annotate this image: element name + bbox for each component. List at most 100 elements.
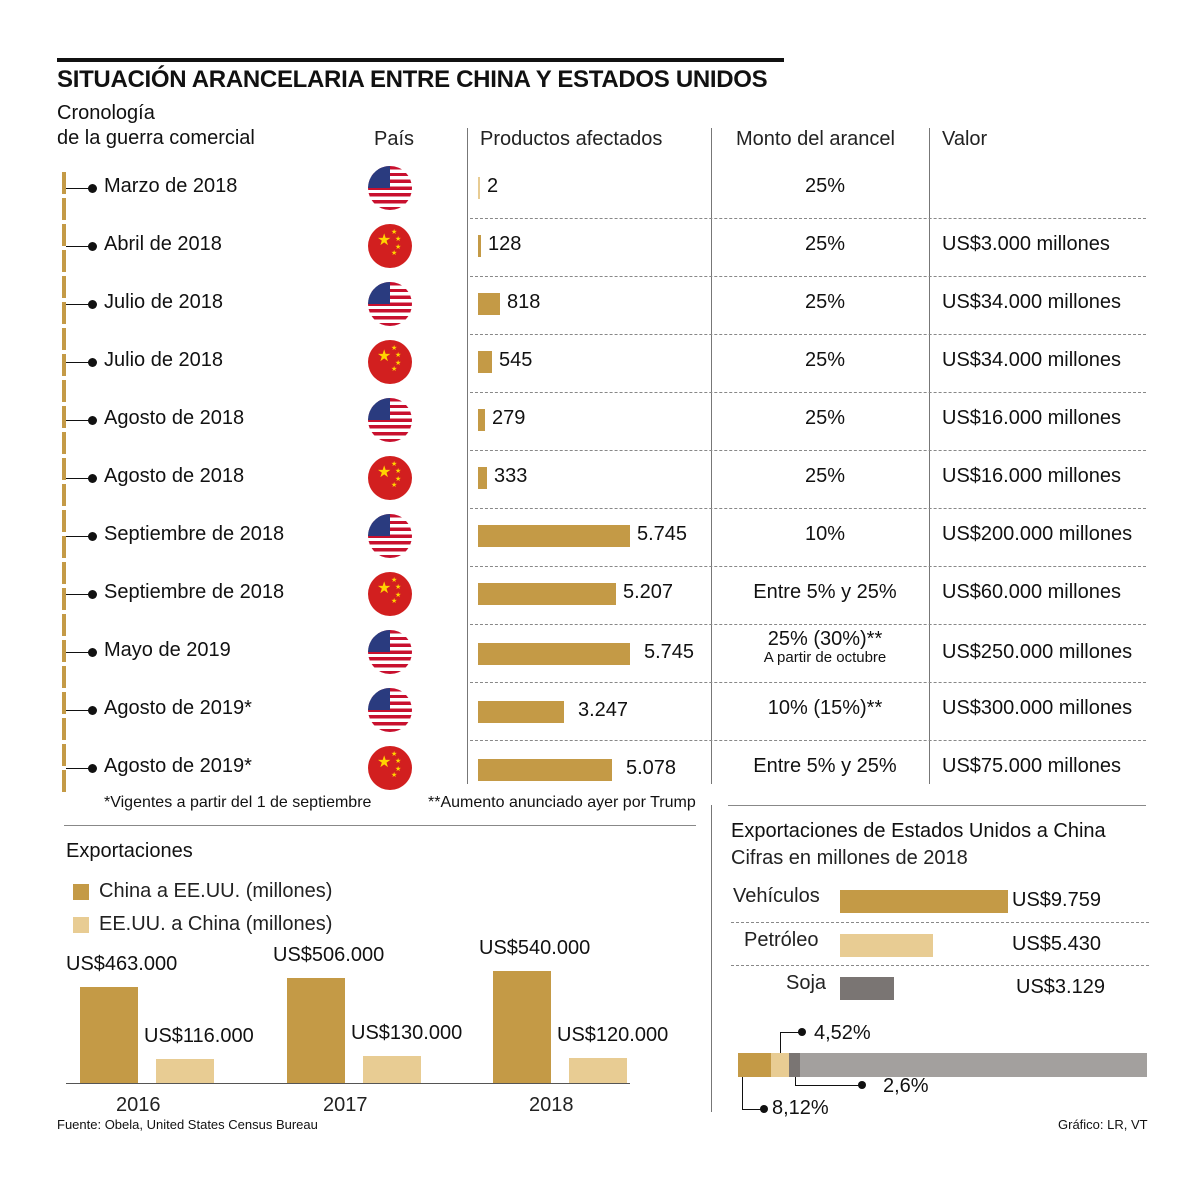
flag-star-icon: ★ [377,754,392,771]
products-value: 3.247 [578,699,629,721]
title-rule [57,58,784,62]
china-flag-icon: ★ ★ ★ ★ ★ [368,224,412,268]
tariff-value: US$60.000 millones [942,581,1121,603]
us-exports-title: Exportaciones de Estados Unidos a China [731,820,1106,842]
tariff-amount-text: Entre 5% y 25% [753,755,897,777]
bar-china-to-usa [287,978,345,1083]
us-exports-divider-2 [731,965,1149,966]
row-date: Marzo de 2018 [104,175,238,197]
flag-star-icon: ★ [391,598,398,605]
tariff-amount: 25% [715,291,935,314]
callout-line [780,1032,781,1053]
products-value: 279 [492,407,526,429]
tariff-amount: 10% [715,523,935,546]
products-value: 5.745 [644,641,695,663]
flag-star-icon: ★ [391,345,398,352]
row-dot [88,648,97,657]
china-flag-icon: ★ ★ ★ ★ ★ [368,340,412,384]
callout-line [742,1077,743,1109]
tariff-amount-text: 25% [804,291,846,313]
page-subtitle: Cronología de la guerra comercial [57,101,255,151]
products-bar [478,525,630,547]
row-dot [88,300,97,309]
us-exports-category: Soja [786,972,827,994]
products-bar [478,643,630,665]
us-exports-value: US$9.759 [1012,889,1101,911]
share-label: 8,12% [772,1097,829,1119]
products-value: 545 [499,349,533,371]
share-label: 4,52% [814,1022,871,1044]
row-divider [470,218,1146,219]
flag-star-icon: ★ [395,360,402,367]
us-exports-bar [840,977,894,1000]
flag-star-icon: ★ [395,758,402,765]
flag-star-icon: ★ [391,366,398,373]
row-divider [470,392,1146,393]
callout-dot [858,1081,866,1089]
row-dot [88,416,97,425]
products-value: 2 [487,175,499,197]
products-bar [478,177,480,199]
row-connector [66,362,92,363]
tariff-value: US$34.000 millones [942,291,1121,313]
tariff-value: US$34.000 millones [942,349,1121,371]
stacked-segment [789,1053,800,1077]
exports-chart-title: Exportaciones [66,840,193,862]
legend-swatch-usa [73,917,89,933]
row-dot [88,764,97,773]
flag-star-icon: ★ [377,348,392,365]
flag-star-icon: ★ [391,751,398,758]
us-exports-divider-1 [731,922,1149,923]
china-flag-icon: ★ ★ ★ ★ ★ [368,746,412,790]
usa-flag-icon [368,630,412,674]
row-dot [88,474,97,483]
flag-star-icon: ★ [395,766,402,773]
usa-flag-icon [368,282,412,326]
row-date: Abril de 2018 [104,233,222,255]
bar-china-to-usa [80,987,138,1083]
flag-star-icon: ★ [377,232,392,249]
bar-china-to-usa [493,971,551,1083]
row-date: Septiembre de 2018 [104,523,285,545]
subtitle-line-1: Cronología [57,102,155,124]
row-connector [66,768,92,769]
tariff-value: US$200.000 millones [942,523,1133,545]
row-connector [66,188,92,189]
legend-usa: EE.UU. a China (millones) [99,913,333,935]
row-date: Agosto de 2019* [104,755,252,777]
right-section-divider [711,805,712,1112]
page-title: SITUACIÓN ARANCELARIA ENTRE CHINA Y ESTA… [57,66,768,93]
tariff-amount-text: 25% (30%)** [767,628,883,650]
us-exports-subtitle: Cifras en millones de 2018 [731,847,968,869]
row-date: Agosto de 2019* [104,697,252,719]
callout-line [795,1077,796,1085]
tariff-amount-text: 25% [804,233,846,255]
tariff-value: US$250.000 millones [942,641,1133,663]
flag-star-icon: ★ [395,584,402,591]
products-value: 5.078 [626,757,677,779]
section-divider [64,825,696,826]
flag-star-icon: ★ [395,352,402,359]
stacked-segment [738,1053,771,1077]
products-bar [478,235,481,257]
tariff-amount: 10% (15%)** [715,697,935,720]
row-dot [88,706,97,715]
tariff-amount-text: 10% [804,523,846,545]
products-bar [478,583,616,605]
subtitle-line-2: de la guerra comercial [57,127,255,149]
timeline-line [62,172,66,792]
products-value: 128 [488,233,522,255]
flag-star-icon: ★ [395,236,402,243]
row-date: Agosto de 2018 [104,407,245,429]
tariff-amount-text: 10% (15%)** [767,697,883,719]
tariff-amount: 25% [715,175,935,198]
year-tick: 2016 [116,1094,161,1116]
products-bar [478,409,485,431]
row-date: Septiembre de 2018 [104,581,285,603]
stacked-segment [800,1053,1147,1077]
row-divider [470,508,1146,509]
header-productos: Productos afectados [480,128,663,150]
legend-swatch-china [73,884,89,900]
label-china-to-usa: US$463.000 [66,953,178,975]
tariff-value: US$16.000 millones [942,465,1121,487]
